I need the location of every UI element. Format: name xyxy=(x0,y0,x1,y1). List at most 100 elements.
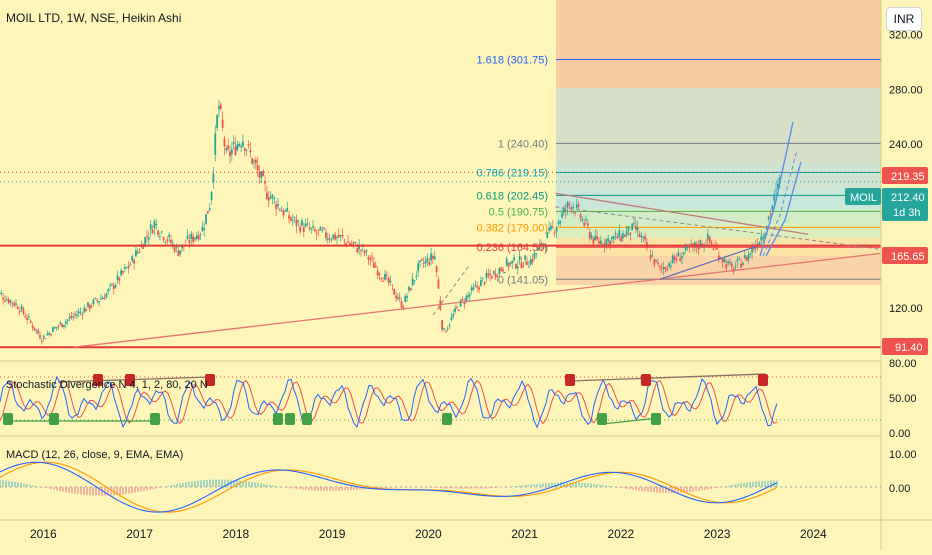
stoch-tick-0: 0.00 xyxy=(889,428,910,440)
macd-histogram-bar xyxy=(128,487,129,494)
macd-histogram-bar xyxy=(134,487,135,493)
macd-histogram-bar xyxy=(776,481,777,487)
candle-body xyxy=(11,302,13,303)
candle-body xyxy=(500,268,502,271)
macd-histogram-bar xyxy=(650,487,651,492)
candle-body xyxy=(528,267,530,268)
macd-histogram-bar xyxy=(143,487,144,491)
macd-histogram-bar xyxy=(221,480,222,487)
candle-body xyxy=(771,206,773,210)
macd-histogram-bar xyxy=(446,487,447,488)
macd-histogram-bar xyxy=(158,487,159,488)
macd-histogram-bar xyxy=(23,483,24,487)
candle-body xyxy=(334,235,336,240)
candle-body xyxy=(224,139,226,147)
macd-histogram-bar xyxy=(137,487,138,492)
macd-histogram-bar xyxy=(5,480,6,487)
macd-histogram-bar xyxy=(350,487,351,490)
candle-body xyxy=(653,259,655,265)
candle-body xyxy=(281,211,283,212)
time-tick-label: 2021 xyxy=(511,527,538,541)
candle-body xyxy=(709,237,711,242)
macd-histogram-bar xyxy=(545,483,546,487)
candle-body xyxy=(539,243,541,244)
macd-histogram-bar xyxy=(521,485,522,487)
candle-body xyxy=(659,266,661,267)
fib-level-label: 0.618 (202.45) xyxy=(476,190,548,202)
macd-histogram-bar xyxy=(452,487,453,488)
candle-body xyxy=(576,204,578,207)
candle-body xyxy=(655,260,657,261)
candle-body xyxy=(502,270,504,272)
macd-histogram-bar xyxy=(80,487,81,494)
macd-histogram-bar xyxy=(677,487,678,493)
candle-body xyxy=(522,266,524,267)
macd-histogram-bar xyxy=(524,485,525,487)
macd-histogram-bar xyxy=(266,484,267,487)
candle-body xyxy=(624,235,626,237)
candle-body xyxy=(427,258,429,261)
candle-body xyxy=(316,233,318,234)
candle-body xyxy=(225,148,227,150)
macd-histogram-bar xyxy=(188,482,189,487)
candle-body xyxy=(288,215,290,218)
candle-body xyxy=(530,259,532,264)
candle-body xyxy=(283,211,285,216)
fib-projection-zone-upper xyxy=(556,0,881,88)
macd-histogram-bar xyxy=(47,487,48,489)
macd-tick-10: 10.00 xyxy=(889,449,917,461)
support-upper-label: 165.65 xyxy=(891,251,925,263)
macd-histogram-bar xyxy=(20,483,21,487)
macd-histogram-bar xyxy=(341,487,342,491)
macd-histogram-bar xyxy=(347,487,348,490)
candle-body xyxy=(98,301,100,302)
candle-body xyxy=(72,316,74,317)
candle-body xyxy=(510,262,512,264)
candle-body xyxy=(521,262,523,268)
bearish-marker xyxy=(758,374,768,386)
candle-body xyxy=(462,299,464,300)
candle-body xyxy=(598,241,600,243)
macd-histogram-bar xyxy=(593,484,594,487)
candle-body xyxy=(583,223,585,226)
candle-body xyxy=(201,227,203,231)
candle-body xyxy=(290,217,292,220)
candle-body xyxy=(735,267,737,268)
candle-body xyxy=(681,256,683,258)
time-tick-label: 2016 xyxy=(30,527,57,541)
candle-body xyxy=(355,242,357,243)
candle-body xyxy=(664,267,666,269)
fib-level-label: 0.786 (219.15) xyxy=(476,167,548,179)
currency-button[interactable]: INR xyxy=(886,7,922,31)
fib-zone-0786 xyxy=(556,189,881,209)
time-tick-label: 2024 xyxy=(800,527,827,541)
macd-histogram-bar xyxy=(752,482,753,487)
candle-body xyxy=(537,248,539,251)
candle-body xyxy=(746,257,748,261)
macd-histogram-bar xyxy=(110,487,111,495)
candle-body xyxy=(102,298,104,299)
macd-histogram-bar xyxy=(275,486,276,487)
macd-histogram-bar xyxy=(383,487,384,488)
candle-body xyxy=(80,312,82,313)
candle-body xyxy=(581,219,583,221)
macd-histogram-bar xyxy=(386,487,387,488)
candle-body xyxy=(59,323,61,324)
candle-body xyxy=(432,256,434,259)
candle-body xyxy=(384,274,386,280)
candle-body xyxy=(482,278,484,279)
macd-histogram-bar xyxy=(215,480,216,487)
macd-histogram-bar xyxy=(296,487,297,489)
candle-body xyxy=(146,236,148,237)
candle-body xyxy=(174,247,176,251)
candle-body xyxy=(415,276,417,277)
fib-zone-05 xyxy=(556,224,881,238)
macd-histogram-bar xyxy=(491,487,492,488)
candle-body xyxy=(155,224,157,225)
candle-body xyxy=(214,133,216,154)
candle-body xyxy=(192,236,194,241)
candle-body xyxy=(299,227,301,232)
